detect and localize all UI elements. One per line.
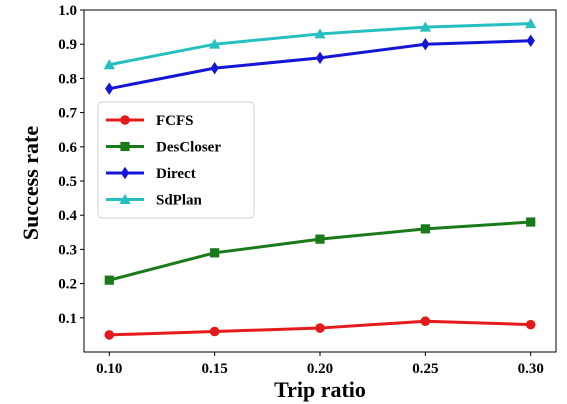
x-tick-label: 0.15 bbox=[202, 361, 228, 377]
legend: FCFS DesCloser Direct SdPlan bbox=[97, 101, 255, 219]
series-sdplan bbox=[103, 18, 537, 70]
legend-label: DesCloser bbox=[156, 140, 221, 156]
legend-box bbox=[97, 101, 255, 219]
data-point-direct bbox=[315, 51, 325, 65]
legend-item-sdplan: SdPlan bbox=[106, 193, 203, 209]
data-point-fcfs bbox=[315, 323, 325, 333]
x-tick-label: 0.25 bbox=[412, 361, 438, 377]
y-tick-label: 0.4 bbox=[58, 208, 77, 224]
legend-label: FCFS bbox=[156, 113, 194, 129]
series-fcfs bbox=[104, 316, 536, 340]
y-axis-title: Success rate bbox=[18, 126, 43, 240]
legend-marker-descloser bbox=[120, 141, 130, 152]
legend-marker-direct bbox=[120, 166, 130, 180]
legend-item-fcfs: FCFS bbox=[106, 113, 194, 129]
data-point-descloser bbox=[104, 275, 114, 285]
series-line-descloser bbox=[108, 220, 531, 282]
y-tick-label: 0.1 bbox=[58, 311, 77, 327]
legend-marker-sdplan bbox=[119, 193, 131, 204]
data-point-direct bbox=[105, 82, 114, 95]
data-point-descloser bbox=[420, 224, 430, 234]
axes-layer: 0.1 0.2 0.3 0.4 0.5 0.6 0.7 0.8 0.9 1.0 0.10 0.15 0.… bbox=[58, 3, 557, 377]
data-point-sdplan bbox=[314, 28, 326, 39]
series-layer bbox=[103, 18, 537, 340]
series-direct bbox=[105, 34, 535, 95]
legend-item-direct: Direct bbox=[106, 166, 196, 182]
data-point-fcfs bbox=[104, 330, 115, 340]
data-point-direct bbox=[421, 38, 430, 51]
legend-label: Direct bbox=[156, 166, 196, 182]
y-tick-label: 0.5 bbox=[58, 174, 77, 190]
data-point-direct bbox=[210, 61, 219, 75]
series-descloser bbox=[104, 217, 536, 285]
data-point-fcfs bbox=[420, 316, 431, 327]
y-tick-label: 0.3 bbox=[58, 242, 77, 258]
data-point-descloser bbox=[526, 217, 536, 227]
data-point-sdplan bbox=[209, 38, 221, 49]
legend-label: SdPlan bbox=[156, 193, 203, 209]
data-point-fcfs bbox=[525, 319, 536, 330]
y-tick-label: 0.9 bbox=[58, 37, 77, 53]
series-line-direct bbox=[108, 39, 531, 91]
y-tick-label: 0.8 bbox=[58, 71, 77, 87]
x-tick-label: 0.20 bbox=[307, 361, 333, 377]
data-point-sdplan bbox=[525, 18, 537, 29]
data-point-descloser bbox=[210, 248, 220, 258]
x-axis-title: Trip ratio bbox=[274, 377, 366, 402]
x-tick-label: 0.30 bbox=[518, 361, 544, 377]
y-tick-label: 0.7 bbox=[58, 106, 77, 122]
data-point-descloser bbox=[315, 234, 325, 244]
y-tick-label: 0.6 bbox=[58, 140, 77, 156]
legend-item-descloser: DesCloser bbox=[106, 140, 221, 156]
data-point-fcfs bbox=[209, 326, 220, 337]
y-tick-label: 1.0 bbox=[58, 3, 77, 19]
x-tick-label: 0.10 bbox=[96, 361, 122, 377]
data-point-sdplan bbox=[103, 59, 115, 70]
data-point-direct bbox=[526, 34, 535, 47]
y-tick-label: 0.2 bbox=[58, 277, 77, 293]
data-point-sdplan bbox=[419, 21, 431, 32]
legend-marker-fcfs bbox=[120, 115, 130, 125]
